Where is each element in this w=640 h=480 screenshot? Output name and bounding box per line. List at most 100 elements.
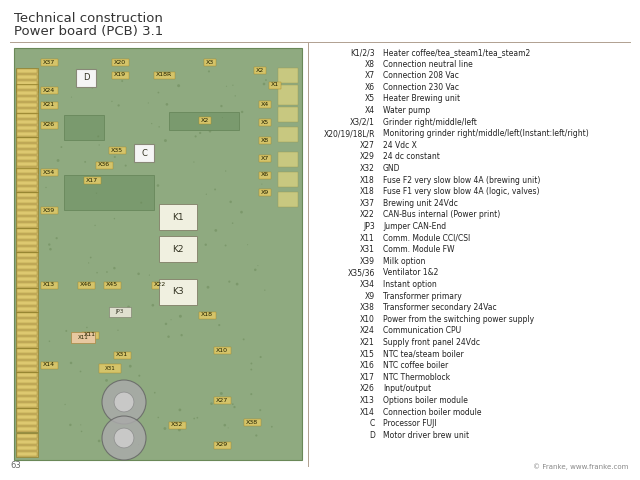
Text: Water pump: Water pump bbox=[383, 106, 430, 115]
Text: Connection neutral line: Connection neutral line bbox=[383, 60, 473, 69]
Circle shape bbox=[148, 102, 149, 104]
Bar bbox=[17, 331, 37, 335]
Circle shape bbox=[84, 161, 86, 163]
Bar bbox=[17, 217, 37, 221]
Text: D: D bbox=[369, 431, 375, 440]
Bar bbox=[169, 112, 239, 130]
Text: © Franke, www.franke.com: © Franke, www.franke.com bbox=[532, 463, 628, 470]
Circle shape bbox=[178, 428, 181, 432]
Bar bbox=[254, 67, 266, 73]
Bar bbox=[244, 419, 260, 425]
Circle shape bbox=[88, 263, 89, 264]
Bar bbox=[16, 408, 38, 432]
Bar bbox=[17, 103, 37, 107]
Text: Fuse F2 very slow blow 4A (brewing unit): Fuse F2 very slow blow 4A (brewing unit) bbox=[383, 176, 540, 185]
Text: JP3: JP3 bbox=[364, 222, 375, 231]
Circle shape bbox=[114, 218, 115, 219]
Bar bbox=[17, 132, 37, 136]
Text: X14: X14 bbox=[360, 408, 375, 417]
Bar bbox=[82, 332, 99, 338]
Circle shape bbox=[261, 183, 262, 185]
Circle shape bbox=[69, 424, 72, 426]
Circle shape bbox=[111, 101, 113, 102]
Bar bbox=[17, 361, 37, 365]
Bar bbox=[259, 189, 271, 195]
Bar bbox=[14, 48, 302, 460]
Text: X9: X9 bbox=[261, 190, 269, 194]
Bar bbox=[16, 312, 38, 348]
Bar bbox=[17, 115, 37, 119]
Bar bbox=[17, 91, 37, 95]
Bar bbox=[17, 247, 37, 251]
Bar bbox=[204, 59, 216, 65]
Circle shape bbox=[193, 418, 195, 420]
Bar bbox=[16, 372, 38, 408]
Text: X10: X10 bbox=[360, 315, 375, 324]
Text: X24: X24 bbox=[43, 87, 55, 93]
Text: X11: X11 bbox=[360, 234, 375, 242]
Bar bbox=[78, 281, 95, 288]
Circle shape bbox=[160, 204, 162, 205]
Text: Power board (PCB) 3.1: Power board (PCB) 3.1 bbox=[14, 25, 163, 38]
Bar bbox=[259, 119, 271, 125]
Text: X21: X21 bbox=[360, 338, 375, 347]
Text: X31: X31 bbox=[360, 245, 375, 254]
Circle shape bbox=[210, 402, 213, 405]
Circle shape bbox=[196, 417, 198, 419]
Circle shape bbox=[228, 280, 230, 283]
Bar bbox=[17, 319, 37, 323]
Text: K2: K2 bbox=[172, 244, 184, 253]
Bar bbox=[159, 236, 197, 262]
Circle shape bbox=[121, 80, 123, 82]
Text: X38: X38 bbox=[246, 420, 258, 424]
Bar bbox=[17, 403, 37, 407]
Text: Ventilator 1&2: Ventilator 1&2 bbox=[383, 268, 438, 277]
Bar bbox=[17, 69, 37, 73]
Bar bbox=[16, 433, 38, 457]
Text: X39: X39 bbox=[43, 207, 55, 213]
Bar bbox=[17, 379, 37, 383]
Bar bbox=[71, 332, 95, 343]
Bar bbox=[41, 59, 58, 65]
Circle shape bbox=[99, 144, 100, 145]
Bar bbox=[17, 452, 37, 456]
Bar bbox=[41, 281, 58, 288]
Bar bbox=[278, 68, 298, 83]
Circle shape bbox=[250, 369, 252, 371]
Text: X13: X13 bbox=[360, 396, 375, 405]
Text: K1: K1 bbox=[172, 213, 184, 221]
Circle shape bbox=[157, 92, 159, 94]
Bar bbox=[17, 259, 37, 263]
Text: Comm. Module FW: Comm. Module FW bbox=[383, 245, 454, 254]
Circle shape bbox=[118, 104, 120, 107]
Text: X24: X24 bbox=[360, 326, 375, 336]
Bar bbox=[17, 289, 37, 293]
Circle shape bbox=[205, 243, 207, 246]
Bar bbox=[109, 146, 125, 154]
Circle shape bbox=[257, 265, 259, 266]
Bar bbox=[159, 279, 197, 305]
Text: X32: X32 bbox=[171, 422, 183, 428]
Bar bbox=[17, 421, 37, 425]
Bar bbox=[17, 415, 37, 419]
Circle shape bbox=[90, 257, 92, 258]
Bar bbox=[17, 169, 37, 173]
Text: X8: X8 bbox=[261, 137, 269, 143]
Circle shape bbox=[71, 96, 72, 97]
Text: X29: X29 bbox=[216, 443, 228, 447]
Text: Power from the switching power supply: Power from the switching power supply bbox=[383, 315, 534, 324]
Bar bbox=[17, 187, 37, 191]
Bar bbox=[16, 192, 38, 228]
Circle shape bbox=[264, 289, 266, 291]
Circle shape bbox=[105, 379, 108, 382]
Bar bbox=[96, 161, 113, 168]
Text: C: C bbox=[141, 148, 147, 157]
Circle shape bbox=[265, 79, 267, 81]
Bar bbox=[16, 228, 38, 252]
Text: X29: X29 bbox=[360, 153, 375, 161]
Bar bbox=[269, 82, 282, 88]
Text: X22: X22 bbox=[154, 283, 166, 288]
Text: X37: X37 bbox=[43, 60, 55, 64]
Circle shape bbox=[250, 362, 252, 364]
Circle shape bbox=[65, 330, 67, 332]
